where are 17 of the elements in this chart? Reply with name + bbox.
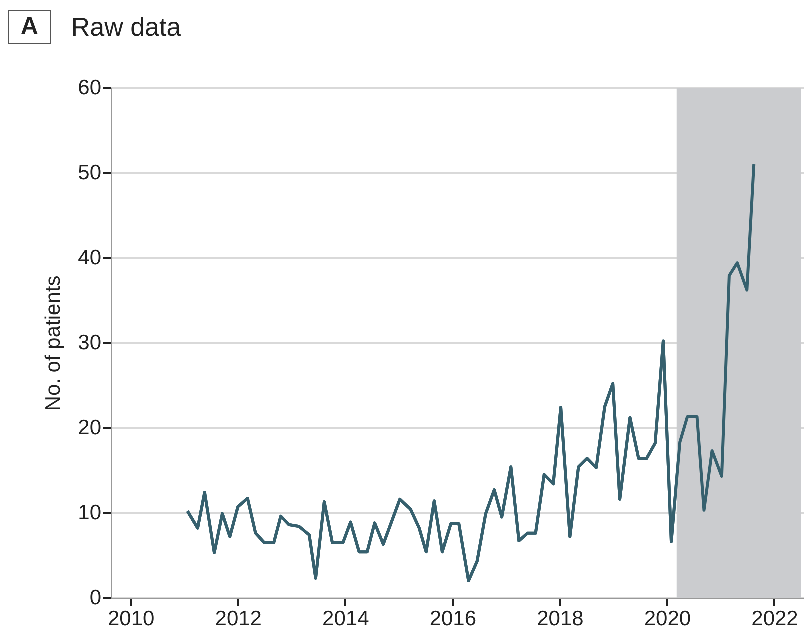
y-tick-label: 10: [78, 502, 102, 524]
chart-title: Raw data: [71, 12, 182, 42]
y-tick-label: 60: [78, 76, 102, 100]
y-axis-title: No. of patients: [42, 276, 66, 412]
x-tick-label: 2018: [537, 608, 584, 630]
y-tick-label: 20: [78, 416, 102, 440]
y-tick-label: 50: [78, 162, 102, 184]
y-tick-label: 40: [78, 246, 102, 270]
text: A: [8, 10, 52, 44]
x-tick-label: 2020: [644, 608, 692, 630]
x-tick-label: 2022: [752, 608, 798, 630]
y-tick-label: 30: [78, 332, 102, 354]
x-tick-label: 2014: [322, 608, 370, 630]
x-tick-label: 2010: [108, 608, 155, 630]
y-tick-label: 0: [90, 586, 102, 610]
x-tick-label: 2012: [215, 608, 262, 630]
x-tick-label: 2016: [430, 608, 477, 630]
